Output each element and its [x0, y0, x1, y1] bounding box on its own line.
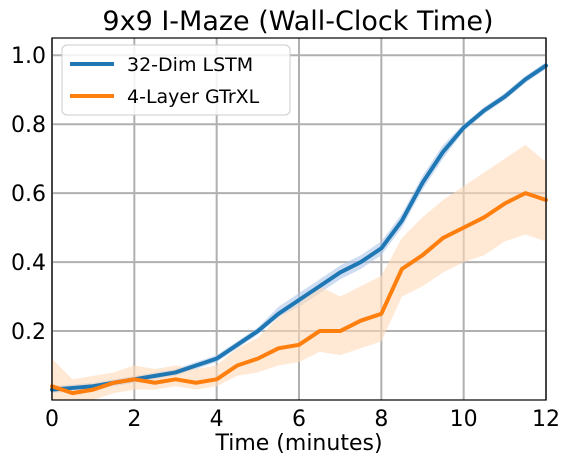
series-line-1: [50, 191, 548, 396]
x-tick-label: 10: [450, 407, 478, 432]
series-lines: [50, 63, 548, 396]
x-ticks: 0 2 4 6 8 10 12: [45, 407, 560, 432]
x-tick-label: 12: [532, 407, 560, 432]
legend-label-lstm: 32-Dim LSTM: [127, 54, 253, 76]
y-tick-label: 0.4: [11, 251, 46, 276]
x-axis-label: Time (minutes): [214, 431, 382, 456]
chart-title: 9x9 I-Maze (Wall-Clock Time): [102, 6, 493, 37]
y-ticks: 0.2 0.4 0.6 0.8 1.0: [11, 44, 46, 345]
y-tick-label: 0.6: [11, 182, 46, 207]
x-tick-label: 6: [292, 407, 306, 432]
legend-label-gtrxl: 4-Layer GTrXL: [127, 86, 260, 108]
series-band-1: [52, 144, 546, 400]
x-tick-label: 0: [45, 407, 59, 432]
y-tick-label: 0.8: [11, 113, 46, 138]
x-tick-label: 2: [127, 407, 141, 432]
legend-box: [61, 44, 291, 116]
x-tick-label: 8: [374, 407, 388, 432]
y-tick-label: 0.2: [11, 320, 46, 345]
confidence-bands: [52, 62, 546, 400]
x-tick-label: 4: [210, 407, 224, 432]
legend: 32-Dim LSTM 4-Layer GTrXL: [61, 44, 291, 116]
y-tick-label: 1.0: [11, 44, 46, 69]
plot-frame: [51, 37, 547, 401]
